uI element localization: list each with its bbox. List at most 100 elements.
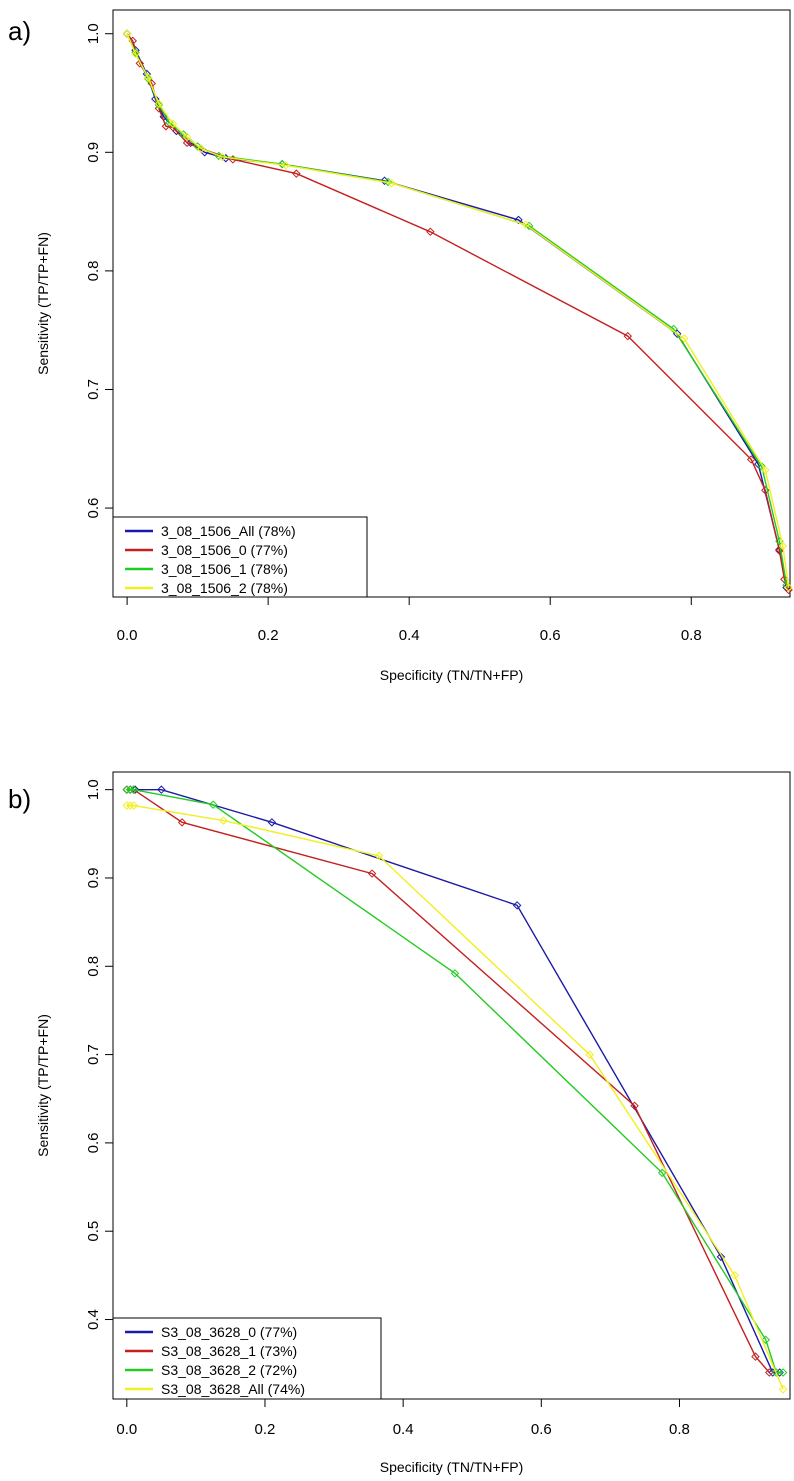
series-0 <box>122 29 791 592</box>
series-line <box>126 789 770 1373</box>
y-axis-label: Sensitivity (TP/TP+FN) <box>35 1014 51 1157</box>
legend: S3_08_3628_0 (77%) S3_08_3628_1 (73%) S3_0… <box>112 1317 382 1400</box>
panel-label: a) <box>8 16 31 46</box>
legend-entry: S3_08_3628_1 (73%) <box>161 1343 297 1359</box>
series-line <box>126 33 788 588</box>
data-point <box>129 801 138 810</box>
data-point <box>679 334 689 343</box>
data-point <box>751 1352 760 1361</box>
roc-panel-a: a) 0.0 0.2 0.4 0.6 0.8 0.6 0.7 0.8 0.9 1.0 Specific… <box>8 9 793 683</box>
plot-frame <box>112 9 791 598</box>
data-point <box>131 49 140 59</box>
series-line <box>126 33 788 586</box>
series-line <box>126 789 784 1374</box>
x-tick-label: 0.4 <box>399 627 420 644</box>
data-point <box>761 1335 771 1345</box>
data-point <box>281 161 291 170</box>
panel-label: b) <box>8 784 31 814</box>
legend-entry: S3_08_3628_2 (72%) <box>161 1362 297 1378</box>
data-point <box>367 869 377 878</box>
x-tick-label: 0.2 <box>255 1421 276 1438</box>
data-point <box>778 1368 788 1377</box>
data-point <box>716 1252 726 1262</box>
y-tick-label: 0.4 <box>85 1309 102 1330</box>
data-point <box>374 851 384 861</box>
y-axis-label: Sensitivity (TP/TP+FN) <box>35 232 51 375</box>
data-point <box>784 583 793 592</box>
data-point <box>730 1271 739 1280</box>
data-point <box>182 132 192 142</box>
y-tick-label: 0.9 <box>85 868 102 889</box>
x-tick-label: 0.2 <box>258 627 279 644</box>
data-point <box>219 816 228 825</box>
data-point <box>129 785 138 794</box>
x-axis-label: Specificity (TN/TN+FP) <box>380 667 524 683</box>
data-point <box>450 969 460 978</box>
roc-panel-b: b) 0.0 0.2 0.4 0.6 0.8 0.4 0.5 0.6 0.7 0.8 0.9 1.0 Sp… <box>8 771 791 1475</box>
data-point <box>218 152 227 162</box>
y-tick-label: 0.7 <box>85 379 102 400</box>
data-point <box>585 1050 594 1059</box>
legend-entry: 3_08_1506_2 (78%) <box>161 580 288 596</box>
data-point <box>387 178 396 188</box>
y-tick-label: 0.7 <box>85 1044 102 1065</box>
legend-box <box>112 1317 382 1400</box>
y-tick-label: 0.6 <box>85 1132 102 1153</box>
data-point <box>426 227 435 236</box>
legend-entry: 3_08_1506_All (78%) <box>161 523 296 539</box>
data-point <box>154 99 164 108</box>
data-point <box>623 331 633 341</box>
legend-entry: 3_08_1506_0 (77%) <box>161 542 288 558</box>
series-line <box>126 33 790 591</box>
series-1 <box>122 29 793 595</box>
y-tick-label: 0.8 <box>85 956 102 977</box>
data-point <box>214 151 224 161</box>
series-0 <box>122 785 784 1377</box>
data-point <box>144 73 153 82</box>
series-line <box>126 789 780 1374</box>
x-tick-label: 0.0 <box>117 627 138 644</box>
y-tick-label: 0.5 <box>85 1221 102 1242</box>
series-2 <box>122 29 791 590</box>
series-line <box>126 33 790 588</box>
x-tick-label: 0.8 <box>669 1421 690 1438</box>
data-point <box>630 1101 639 1111</box>
legend-box <box>112 516 368 598</box>
data-point <box>278 159 287 169</box>
series-3 <box>122 29 793 592</box>
legend-entry: S3_08_3628_All (74%) <box>161 1381 305 1397</box>
data-point <box>182 138 192 148</box>
data-point <box>669 324 678 334</box>
y-tick-label: 0.8 <box>85 260 102 281</box>
series-2 <box>122 785 788 1377</box>
data-point <box>157 785 166 794</box>
data-point <box>383 177 393 187</box>
series-line <box>126 804 784 1390</box>
x-tick-label: 0.6 <box>531 1421 552 1438</box>
data-point <box>746 455 756 464</box>
data-point <box>521 220 530 229</box>
legend: 3_08_1506_All (78%) 3_08_1506_0 (77%) 3_08… <box>112 516 368 598</box>
data-point <box>122 29 132 38</box>
y-tick-label: 1.0 <box>85 779 102 800</box>
legend-entry: 3_08_1506_1 (78%) <box>161 561 288 577</box>
data-point <box>765 1368 774 1377</box>
x-tick-label: 0.4 <box>393 1421 414 1438</box>
plot-frame <box>112 771 791 1400</box>
x-tick-label: 0.6 <box>540 627 561 644</box>
data-point <box>177 818 187 827</box>
y-tick-label: 1.0 <box>85 23 102 44</box>
data-point <box>761 465 770 475</box>
data-point <box>292 169 301 178</box>
data-point <box>778 541 788 551</box>
legend-entry: S3_08_3628_0 (77%) <box>161 1324 297 1340</box>
y-tick-label: 0.6 <box>85 498 102 519</box>
data-point <box>778 1385 788 1394</box>
series-3 <box>122 801 788 1394</box>
x-tick-label: 0.0 <box>116 1421 137 1438</box>
series-1 <box>122 785 774 1377</box>
data-point <box>512 901 522 910</box>
y-tick-label: 0.9 <box>85 142 102 163</box>
data-point <box>208 800 218 809</box>
